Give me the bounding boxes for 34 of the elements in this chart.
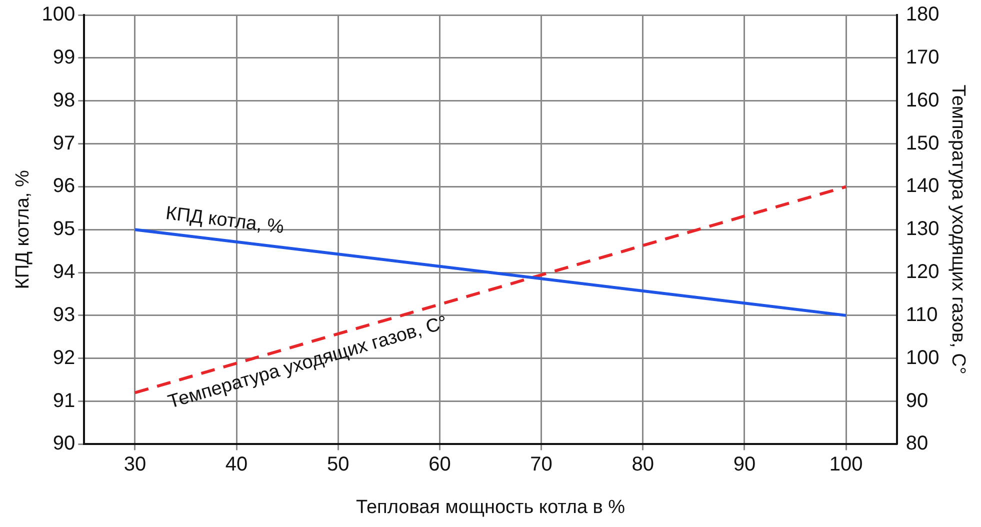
y-tick-label: 100 bbox=[42, 4, 76, 26]
x-tick-label: 40 bbox=[225, 454, 248, 476]
y2-tick-label: 150 bbox=[906, 132, 940, 154]
x-tick-label: 30 bbox=[124, 454, 146, 476]
y-tick-label: 92 bbox=[52, 346, 76, 369]
y2-tick-label: 90 bbox=[906, 390, 928, 412]
y2-tick-label: 140 bbox=[906, 175, 940, 198]
y-tick-label: 96 bbox=[52, 175, 76, 198]
y-axis-title: КПД котла, % bbox=[12, 170, 34, 290]
y2-tick-label: 180 bbox=[906, 4, 940, 26]
y-tick-label: 98 bbox=[52, 89, 76, 112]
y2-tick-label: 130 bbox=[906, 218, 940, 240]
x-tick-label: 100 bbox=[829, 454, 863, 476]
x-tick-label: 50 bbox=[327, 454, 350, 476]
y2-tick-label: 170 bbox=[906, 46, 940, 68]
y2-tick-label: 80 bbox=[906, 432, 928, 455]
y2-axis-title: Температура уходящих газов, C° bbox=[947, 84, 968, 374]
x-tick-label: 70 bbox=[530, 454, 552, 476]
y-tick-label: 90 bbox=[52, 432, 76, 455]
y-tick-label: 97 bbox=[52, 132, 76, 154]
text: КПД котла, % bbox=[164, 202, 286, 238]
y-tick-label: 93 bbox=[52, 304, 76, 326]
x-axis-title: Тепловая мощность котла в % bbox=[356, 496, 626, 518]
y-tick-label: 95 bbox=[52, 218, 76, 240]
y2-tick-label: 100 bbox=[906, 346, 940, 369]
y2-tick-label: 120 bbox=[906, 261, 940, 284]
x-tick-label: 80 bbox=[632, 454, 654, 476]
y-tick-label: 94 bbox=[52, 261, 76, 284]
x-tick-label: 60 bbox=[428, 454, 451, 476]
y-tick-label: 99 bbox=[52, 46, 76, 68]
x-tick-label: 90 bbox=[733, 454, 756, 476]
y-tick-label: 91 bbox=[52, 390, 76, 412]
y2-tick-label: 160 bbox=[906, 89, 940, 112]
y2-tick-label: 110 bbox=[906, 304, 938, 326]
